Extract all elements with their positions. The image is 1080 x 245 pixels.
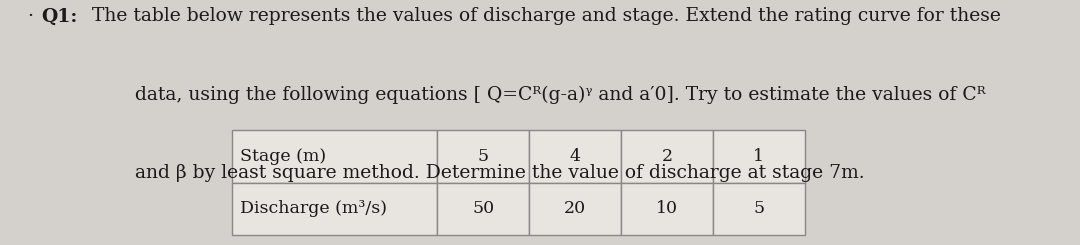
Bar (713, 183, 805, 235)
Bar (621, 183, 713, 235)
Text: 1: 1 (753, 148, 765, 165)
Bar (232, 183, 437, 235)
Text: 20: 20 (564, 200, 586, 217)
Text: and β by least square method. Determine the value of discharge at stage 7m.: and β by least square method. Determine … (135, 164, 865, 182)
Text: The table below represents the values of discharge and stage. Extend the rating : The table below represents the values of… (86, 7, 1001, 25)
Bar (437, 130, 529, 183)
Text: Stage (m): Stage (m) (240, 148, 326, 165)
Text: data, using the following equations [ Q=Cᴿ(g-a)ᵞ and a′0]. Try to estimate the v: data, using the following equations [ Q=… (135, 86, 986, 104)
Text: 10: 10 (656, 200, 678, 217)
Bar (621, 130, 713, 183)
Bar (232, 130, 437, 183)
Bar (713, 130, 805, 183)
Text: ·: · (27, 7, 33, 25)
Text: 2: 2 (661, 148, 673, 165)
Text: Discharge (m³/s): Discharge (m³/s) (240, 200, 387, 217)
Bar (529, 130, 621, 183)
Text: Q1:: Q1: (41, 7, 78, 25)
Text: 50: 50 (472, 200, 495, 217)
Text: 5: 5 (477, 148, 489, 165)
Bar (437, 183, 529, 235)
Bar (529, 183, 621, 235)
Text: 4: 4 (569, 148, 581, 165)
Text: 5: 5 (753, 200, 765, 217)
